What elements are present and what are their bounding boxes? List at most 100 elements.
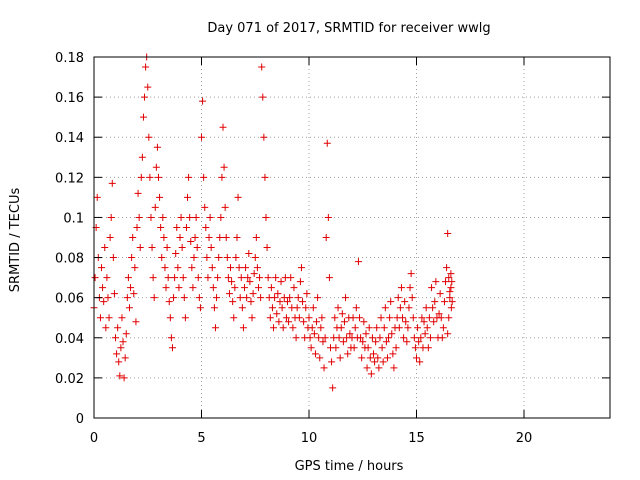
data-point	[392, 344, 400, 352]
data-point	[165, 298, 173, 306]
data-point	[395, 324, 403, 332]
data-point	[417, 334, 425, 342]
data-point	[349, 314, 357, 322]
data-point	[374, 354, 382, 362]
data-point	[177, 213, 185, 221]
data-point	[201, 203, 209, 211]
data-point	[274, 290, 282, 298]
data-point	[385, 334, 393, 342]
data-point	[399, 314, 407, 322]
data-point	[444, 330, 452, 338]
data-point	[120, 374, 128, 382]
data-point	[213, 294, 221, 302]
data-point	[145, 133, 153, 141]
data-point	[272, 274, 280, 282]
data-point	[208, 264, 216, 272]
data-point	[106, 234, 114, 241]
data-point	[420, 318, 428, 326]
data-point	[357, 334, 365, 342]
data-point	[307, 344, 315, 352]
data-point	[136, 244, 144, 252]
data-point	[186, 213, 194, 221]
data-point	[354, 258, 362, 266]
data-point	[249, 290, 257, 298]
data-point	[225, 290, 233, 298]
data-point	[148, 244, 156, 252]
data-point	[294, 294, 302, 302]
data-point	[447, 270, 455, 278]
data-point	[344, 350, 352, 358]
data-point	[196, 304, 204, 312]
data-point	[289, 324, 297, 332]
data-point	[338, 310, 346, 318]
data-point	[118, 314, 126, 322]
data-point	[217, 213, 225, 221]
data-point	[394, 294, 402, 302]
data-point	[204, 274, 212, 282]
data-point	[268, 304, 276, 312]
y-tick-labels: 0 0.02 0.04 0.06 0.08 0.1 0.12 0.14 0.16 0.18	[55, 51, 84, 427]
data-point	[149, 274, 157, 282]
data-point	[295, 314, 303, 322]
data-point	[114, 324, 122, 332]
x-tick-label: 5	[197, 431, 205, 446]
y-tick-label: 0.04	[55, 332, 84, 347]
data-point	[383, 354, 391, 362]
data-point	[435, 310, 443, 318]
data-point	[323, 139, 331, 147]
data-point	[363, 364, 371, 372]
data-point	[362, 330, 370, 338]
data-point	[332, 344, 340, 352]
data-point	[426, 334, 434, 342]
data-point	[266, 314, 274, 322]
data-point	[199, 97, 207, 105]
data-point	[446, 294, 454, 302]
data-point	[440, 298, 448, 306]
data-point	[157, 223, 165, 231]
data-point	[370, 350, 377, 358]
data-point	[303, 290, 311, 298]
data-point	[339, 338, 347, 346]
data-point	[137, 173, 145, 181]
data-point	[386, 314, 394, 322]
data-point	[232, 254, 240, 262]
data-point	[224, 274, 232, 282]
data-point	[236, 294, 244, 302]
data-point	[314, 294, 322, 302]
y-tick-label: 0.12	[55, 171, 84, 186]
data-point	[364, 344, 372, 352]
data-point	[152, 163, 160, 171]
data-point	[191, 234, 199, 241]
data-point	[429, 304, 437, 312]
data-point	[151, 203, 159, 211]
data-point	[325, 274, 333, 282]
data-point	[123, 294, 131, 302]
data-point	[448, 278, 456, 286]
data-point	[431, 298, 439, 306]
data-point	[133, 223, 141, 231]
data-point	[200, 173, 208, 181]
data-point	[318, 314, 326, 322]
data-point	[238, 304, 246, 312]
data-point	[256, 274, 264, 282]
data-point	[428, 284, 436, 292]
data-point	[334, 304, 342, 312]
data-point	[108, 179, 116, 187]
data-point	[329, 384, 337, 392]
data-point	[98, 264, 106, 272]
data-point	[302, 304, 310, 312]
data-point	[299, 298, 307, 306]
data-point	[93, 193, 101, 201]
y-tick-label: 0.1	[63, 211, 84, 226]
data-point	[387, 298, 395, 306]
data-point	[257, 294, 265, 302]
data-point	[389, 350, 397, 358]
data-point	[413, 354, 420, 362]
data-point	[444, 229, 452, 237]
data-point	[174, 264, 182, 272]
data-point	[216, 234, 224, 241]
data-point	[250, 270, 258, 278]
data-point	[297, 264, 305, 272]
data-point	[102, 324, 110, 332]
data-point	[119, 338, 127, 346]
